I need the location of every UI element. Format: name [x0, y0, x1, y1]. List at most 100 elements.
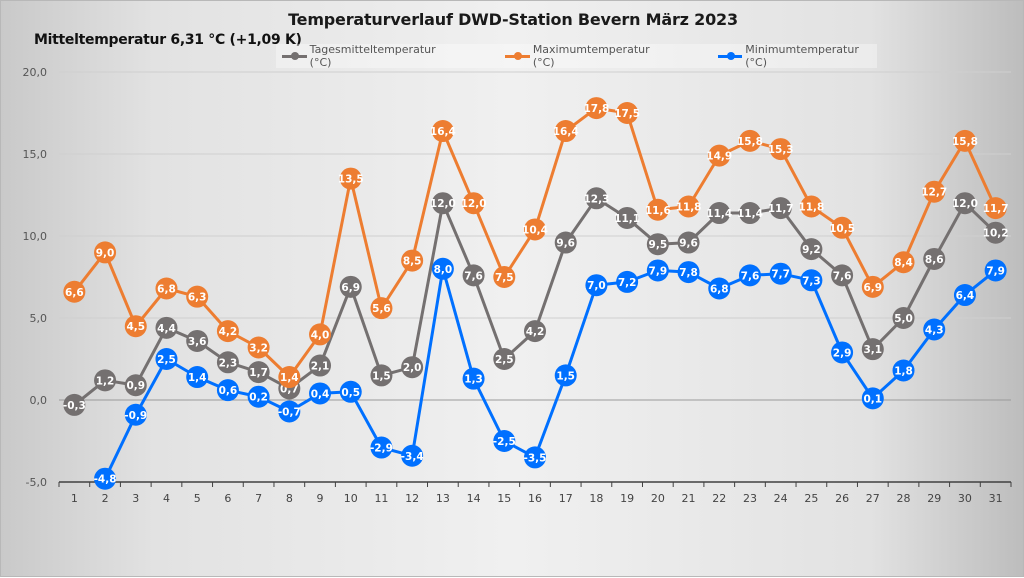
data-label: 11,7 — [768, 203, 794, 215]
data-point: 1,5 — [554, 364, 577, 387]
data-label: 3,2 — [249, 343, 268, 355]
data-label: 12,0 — [430, 198, 456, 210]
data-point: 7,9 — [646, 259, 669, 282]
data-marker — [554, 231, 577, 254]
y-tick-label: 15,0 — [23, 148, 48, 161]
data-label: 8,4 — [894, 257, 913, 269]
x-tick-label: 28 — [897, 492, 911, 505]
data-point: 1,4 — [186, 366, 209, 389]
data-label: 2,3 — [219, 357, 238, 369]
data-label: 7,6 — [833, 270, 852, 282]
data-marker — [677, 195, 700, 218]
data-point: 9,6 — [677, 231, 700, 254]
data-marker — [892, 307, 915, 329]
x-tick-label: 6 — [224, 492, 231, 505]
data-label: 9,0 — [96, 247, 115, 259]
data-point: 0,5 — [339, 380, 362, 403]
data-marker — [247, 361, 270, 384]
x-tick-label: 12 — [405, 492, 419, 505]
x-tick-label: 21 — [682, 492, 696, 505]
data-marker — [401, 444, 424, 467]
data-marker — [892, 359, 915, 382]
data-marker — [831, 341, 854, 364]
x-tick-label: 15 — [497, 492, 511, 505]
data-point: 7,2 — [616, 270, 639, 293]
data-marker — [708, 277, 731, 300]
data-point: 4,3 — [923, 318, 946, 341]
data-marker — [216, 351, 239, 374]
data-point: 4,2 — [524, 320, 546, 343]
data-marker — [738, 264, 761, 287]
data-marker — [63, 280, 86, 303]
data-point: 11,7 — [983, 197, 1009, 220]
data-label: 1,4 — [280, 372, 299, 384]
data-point: 11,8 — [798, 195, 824, 218]
data-point: 16,4 — [553, 120, 579, 143]
data-label: 7,8 — [679, 267, 698, 279]
data-label: 11,1 — [614, 213, 640, 225]
data-point: 7,0 — [585, 274, 608, 297]
data-point: 1,4 — [278, 366, 301, 389]
legend-item-min[interactable]: Minimumtemperatur (°C) — [717, 43, 877, 69]
x-tick-label: 27 — [866, 492, 880, 505]
data-point: 2,3 — [216, 351, 239, 374]
data-marker — [155, 316, 178, 339]
x-tick-label: 26 — [835, 492, 849, 505]
data-marker — [370, 436, 393, 459]
x-tick-label: 16 — [528, 492, 542, 505]
data-label: 12,0 — [952, 198, 978, 210]
data-label: 10,2 — [983, 228, 1009, 240]
data-label: 11,8 — [798, 201, 824, 213]
x-tick-label: 13 — [436, 492, 450, 505]
data-label: 1,2 — [96, 375, 115, 387]
data-label: 9,6 — [556, 238, 575, 250]
data-marker — [94, 467, 117, 490]
data-point: 15,8 — [952, 129, 978, 152]
data-label: 6,6 — [65, 287, 84, 299]
x-tick-label: 22 — [712, 492, 726, 505]
data-label: 12,7 — [921, 187, 947, 199]
data-marker — [216, 320, 239, 343]
data-label: 1,5 — [372, 370, 391, 382]
data-point: 11,4 — [706, 202, 732, 225]
data-marker — [953, 192, 976, 215]
data-marker — [247, 336, 270, 359]
data-marker — [186, 285, 209, 308]
data-label: 9,2 — [802, 244, 821, 256]
x-tick-label: 14 — [467, 492, 481, 505]
data-marker — [94, 369, 117, 392]
data-point: -0,9 — [124, 403, 147, 426]
data-point: 0,2 — [247, 385, 270, 408]
data-marker — [616, 270, 639, 293]
data-point: 11,4 — [737, 202, 763, 225]
legend-item-max[interactable]: Maximumtemperatur (°C) — [505, 43, 667, 69]
data-point: 7,7 — [769, 262, 792, 285]
legend-item-mean[interactable]: Tagesmitteltemperatur (°C) — [282, 43, 453, 69]
data-point: 0,4 — [309, 382, 332, 405]
data-point: 6,9 — [861, 275, 884, 298]
x-tick-label: 23 — [743, 492, 757, 505]
data-point: 6,9 — [339, 275, 362, 298]
data-marker — [401, 249, 424, 272]
data-marker — [431, 120, 454, 143]
data-marker — [216, 379, 239, 402]
x-tick-label: 3 — [132, 492, 139, 505]
data-marker — [769, 262, 792, 285]
data-marker — [309, 323, 332, 346]
data-label: 1,5 — [556, 370, 575, 382]
data-point: 6,8 — [708, 277, 731, 300]
data-point: 0,1 — [861, 387, 884, 410]
data-point: 11,1 — [614, 206, 640, 229]
data-marker — [124, 315, 147, 338]
data-label: -2,9 — [370, 443, 393, 455]
data-point: 9,5 — [646, 233, 669, 256]
data-marker — [124, 403, 147, 426]
data-label: 0,4 — [311, 388, 330, 400]
data-label: 15,8 — [737, 136, 763, 148]
data-point: 11,7 — [768, 197, 794, 220]
data-label: 2,9 — [833, 347, 852, 359]
x-tick-label: 8 — [286, 492, 293, 505]
data-label: 4,4 — [157, 323, 176, 335]
y-tick-label: 20,0 — [23, 66, 48, 79]
